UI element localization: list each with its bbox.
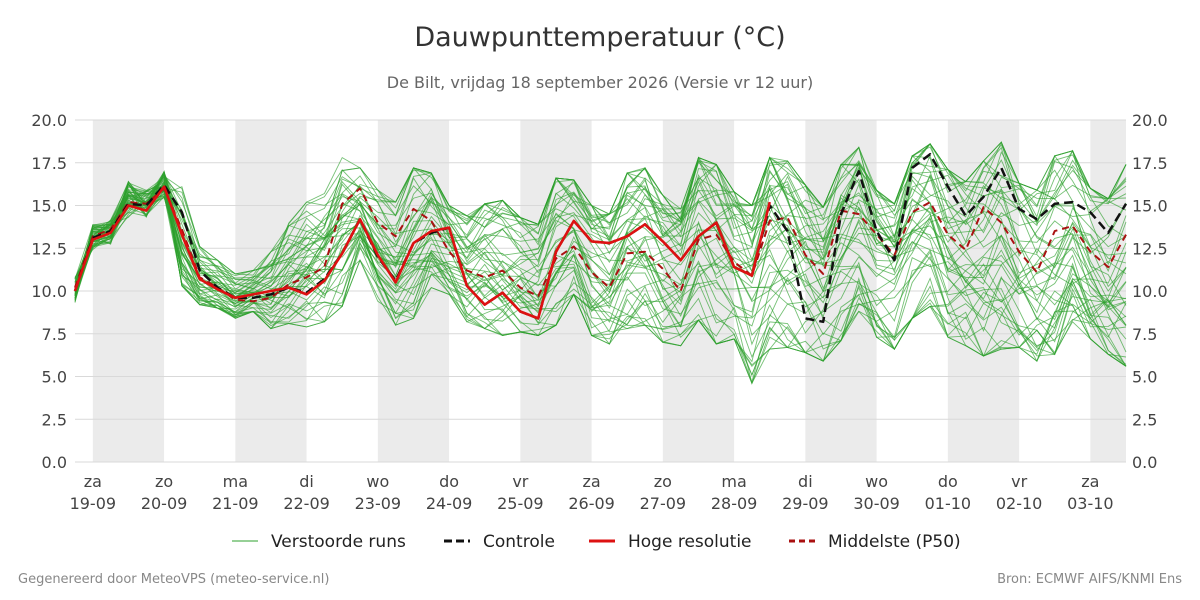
x-tick-date: 02-10 (996, 494, 1043, 513)
x-tick-day: vr (512, 472, 528, 491)
x-tick-day: wo (366, 472, 389, 491)
legend-label-high_res: Hoge resolutie (628, 532, 752, 552)
ensemble-member-line (74, 164, 1127, 306)
ensemble-member-line (74, 183, 1127, 367)
y-tick-label: 7.5 (42, 325, 67, 344)
x-tick-date: 29-09 (782, 494, 829, 513)
y-tick-label: 2.5 (1132, 410, 1157, 429)
x-tick-date: 22-09 (283, 494, 330, 513)
x-tick-day: di (798, 472, 813, 491)
ensemble-member-line (74, 156, 1127, 303)
x-tick-date: 25-09 (497, 494, 544, 513)
ensemble-member-line (74, 156, 1127, 338)
y-tick-label: 0.0 (1132, 453, 1157, 472)
y-tick-label: 15.0 (1132, 197, 1168, 216)
y-axis-right: 0.0 2.5 5.0 7.5 10.0 12.5 15.0 17.5 20.0 (1132, 111, 1168, 472)
x-tick-date: 01-10 (925, 494, 972, 513)
x-tick-day: do (938, 472, 958, 491)
y-tick-label: 17.5 (31, 154, 67, 173)
x-tick-day: ma (721, 472, 746, 491)
gridlines (75, 119, 1126, 463)
y-tick-label: 5.0 (42, 368, 67, 387)
ensemble-member-line (74, 177, 1127, 377)
x-tick-date: 20-09 (141, 494, 188, 513)
x-tick-date: 28-09 (711, 494, 758, 513)
ensemble-member-line (74, 144, 1127, 299)
ensemble-member-line (74, 146, 1127, 330)
y-tick-label: 2.5 (42, 410, 67, 429)
x-tick-day: za (1081, 472, 1099, 491)
x-tick-day: ma (223, 472, 248, 491)
x-tick-date: 26-09 (568, 494, 615, 513)
x-tick-date: 03-10 (1067, 494, 1114, 513)
legend-label-ensemble: Verstoorde runs (271, 532, 406, 552)
x-tick-day: vr (1011, 472, 1027, 491)
x-axis: za 19-09 zo 20-09 ma 21-09 di 22-09 wo 23-09 do 24-… (70, 472, 1114, 513)
x-tick-day: di (299, 472, 314, 491)
y-tick-label: 20.0 (1132, 111, 1168, 130)
x-tick-day: zo (155, 472, 173, 491)
x-tick-day: zo (654, 472, 672, 491)
y-axis-left: 0.0 2.5 5.0 7.5 10.0 12.5 15.0 17.5 20.0 (31, 111, 67, 472)
y-tick-label: 17.5 (1132, 154, 1168, 173)
y-tick-label: 15.0 (31, 197, 67, 216)
high_res-line (73, 185, 771, 320)
ensemble-member-line (74, 169, 1127, 314)
ensemble-member-line (74, 150, 1127, 297)
median-line (74, 187, 1127, 303)
ensemble-member-line (74, 188, 1127, 363)
x-tick-day: wo (865, 472, 888, 491)
legend-label-median: Middelste (P50) (828, 532, 961, 552)
ensemble-member-line (74, 197, 1127, 315)
chart-subtitle: De Bilt, vrijdag 18 september 2026 (Vers… (386, 73, 814, 92)
legend: Verstoorde runs Controle Hoge resolutie Mid… (232, 532, 961, 552)
main-lines (73, 152, 1128, 324)
x-tick-day: za (582, 472, 600, 491)
x-tick-date: 19-09 (70, 494, 117, 513)
y-tick-label: 7.5 (1132, 325, 1157, 344)
ensemble-member-line (74, 171, 1127, 367)
ensemble-member-line (74, 190, 1127, 353)
legend-label-control: Controle (483, 532, 555, 552)
ensemble-member-line (74, 174, 1127, 337)
chart-title: Dauwpunttemperatuur (°C) (414, 22, 786, 53)
footer-source: Bron: ECMWF AIFS/KNMI Ens (997, 572, 1182, 587)
y-tick-label: 10.0 (1132, 282, 1168, 301)
x-tick-date: 27-09 (640, 494, 687, 513)
y-tick-label: 10.0 (31, 282, 67, 301)
x-tick-date: 21-09 (212, 494, 259, 513)
ensemble-member-line (74, 157, 1127, 341)
ensemble-member-line (74, 143, 1127, 299)
x-tick-date: 30-09 (853, 494, 900, 513)
ensemble-member-line (74, 141, 1127, 323)
y-tick-label: 12.5 (31, 239, 67, 258)
y-tick-label: 0.0 (42, 453, 67, 472)
x-tick-date: 23-09 (355, 494, 402, 513)
x-tick-day: za (84, 472, 102, 491)
y-tick-label: 5.0 (1132, 368, 1157, 387)
x-tick-date: 24-09 (426, 494, 473, 513)
ensemble-member-line (74, 173, 1127, 313)
y-tick-label: 12.5 (1132, 239, 1168, 258)
footer-credit: Gegenereerd door MeteoVPS (meteo-service… (18, 572, 330, 587)
y-tick-label: 20.0 (31, 111, 67, 130)
x-tick-day: do (439, 472, 459, 491)
